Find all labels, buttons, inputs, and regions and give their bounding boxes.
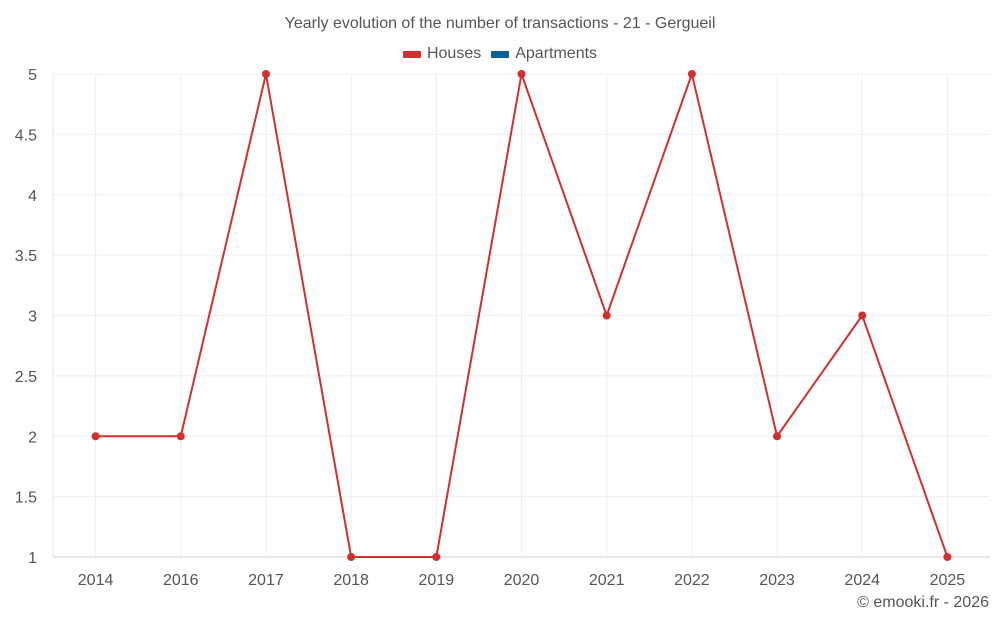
line-segment-houses: [776, 314, 864, 438]
data-point-houses-2018: [347, 553, 356, 561]
data-point-houses-2020: [517, 70, 526, 78]
legend-label-houses: Houses: [426, 45, 482, 62]
legend-label-apartments: Apartments: [515, 45, 598, 62]
axes: 1 1.5 2 2.5 3 3.5 4 4.5 5 2014 2016 2017 2018 2019 202…: [15, 67, 966, 589]
x-tick-label: 2018: [333, 572, 369, 589]
y-tick-label: 4: [28, 188, 37, 205]
x-tick-label: 2021: [589, 572, 625, 589]
line-segment-houses: [264, 73, 353, 558]
data-point-houses-2016: [176, 432, 185, 441]
credit: © emooki.fr - 2026: [857, 594, 989, 611]
legend: Houses Apartments: [0, 45, 1000, 63]
x-tick-label: 2017: [248, 572, 284, 589]
y-tick-label: 1: [28, 550, 37, 567]
line-segment-houses: [605, 73, 693, 317]
data-point-houses-2024: [858, 311, 867, 320]
legend-item-houses[interactable]: Houses: [402, 45, 482, 63]
legend-swatch-apartments: [491, 50, 510, 58]
legend-item-apartments[interactable]: Apartments: [491, 45, 597, 63]
line-segment-houses: [520, 73, 608, 317]
data-point-houses-2022: [687, 70, 696, 78]
x-tick-label: 2025: [930, 572, 966, 589]
y-tick-label: 5: [28, 67, 37, 84]
line-segment-houses: [179, 73, 267, 438]
data-point-houses-2021: [602, 311, 611, 320]
data-point-houses-2014: [91, 432, 100, 441]
series-houses: [91, 70, 952, 561]
x-tick-label: 2019: [419, 572, 455, 589]
y-tick-label: 1.5: [15, 490, 37, 507]
x-tick-label: 2022: [674, 572, 710, 589]
grid: [53, 73, 990, 558]
line-segment-houses: [435, 73, 523, 558]
y-tick-label: 2: [28, 429, 37, 446]
x-tick-label: 2020: [504, 572, 540, 589]
x-tick-label: 2024: [844, 572, 880, 589]
x-tick-label: 2014: [78, 572, 114, 589]
line-segment-houses: [690, 73, 779, 438]
data-point-houses-2019: [432, 553, 441, 561]
line-segment-houses: [861, 314, 949, 558]
y-tick-label: 3: [28, 309, 37, 326]
data-point-houses-2017: [261, 70, 270, 78]
x-tick-label: 2016: [163, 572, 199, 589]
chart-title: Yearly evolution of the number of transa…: [284, 15, 716, 32]
x-tick-label: 2023: [759, 572, 795, 589]
y-tick-label: 2.5: [15, 369, 37, 386]
y-tick-label: 4.5: [15, 127, 37, 144]
data-point-houses-2025: [943, 553, 952, 561]
legend-swatch-houses: [402, 50, 421, 58]
data-point-houses-2023: [773, 432, 782, 441]
y-tick-label: 3.5: [15, 248, 37, 265]
